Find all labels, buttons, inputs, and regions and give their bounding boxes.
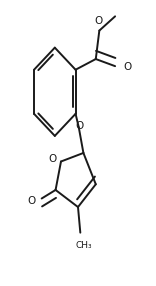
Text: O: O [123, 62, 132, 72]
Text: CH₃: CH₃ [75, 241, 92, 250]
Text: O: O [94, 16, 102, 26]
Text: O: O [48, 154, 56, 164]
Text: O: O [27, 196, 35, 206]
Text: O: O [75, 121, 84, 131]
